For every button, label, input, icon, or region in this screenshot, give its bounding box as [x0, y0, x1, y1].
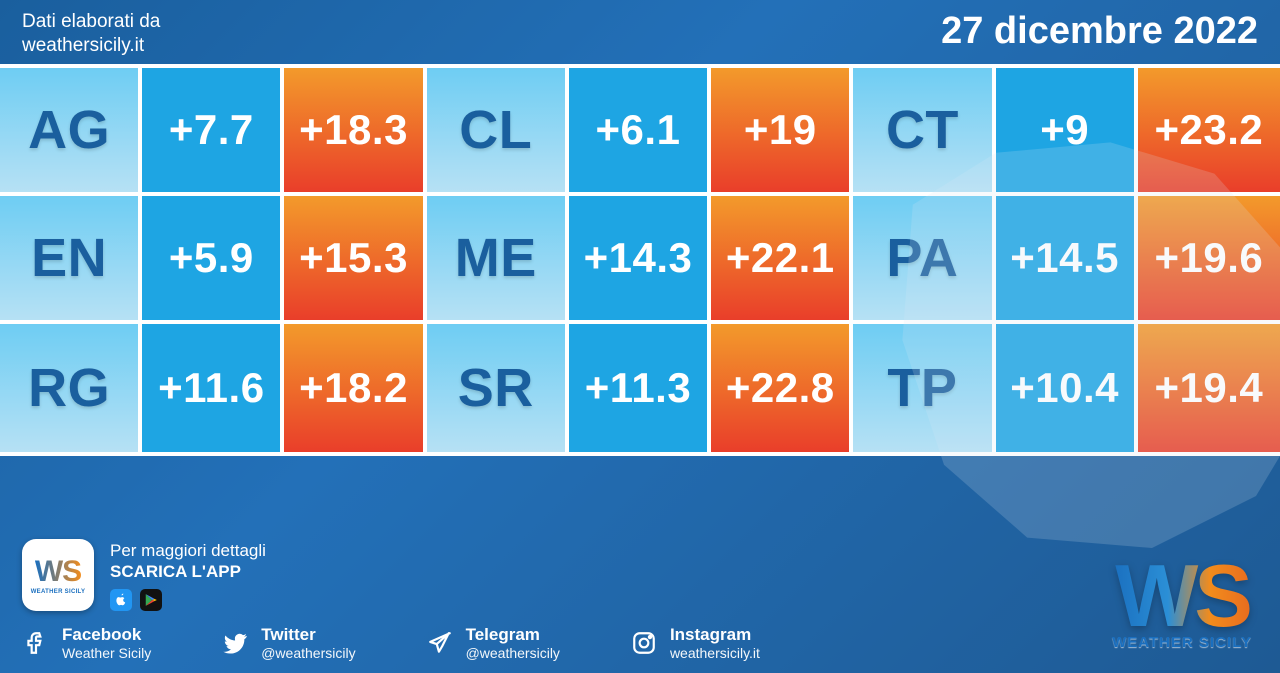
grid-row: AG+7.7+18.3CL+6.1+19CT+9+23.2 [0, 68, 1280, 196]
social-text: Twitter @weathersicily [261, 625, 355, 661]
temp-max: +18.3 [284, 68, 426, 192]
store-badges [110, 589, 266, 611]
social-text: Telegram @weathersicily [466, 625, 560, 661]
social-name: Instagram [670, 625, 760, 645]
temp-min: +14.5 [996, 196, 1138, 320]
credit-site: weathersicily.it [22, 34, 160, 58]
instagram-icon [630, 629, 658, 657]
province-code: CL [427, 68, 569, 192]
telegram-icon [426, 629, 454, 657]
app-logo: WS WEATHER SICILY [22, 539, 94, 611]
province-code: RG [0, 324, 142, 452]
app-line1: Per maggiori dettagli [110, 540, 266, 561]
social-name: Twitter [261, 625, 355, 645]
temp-min: +11.6 [142, 324, 284, 452]
province-code: SR [427, 324, 569, 452]
social-facebook[interactable]: Facebook Weather Sicily [22, 625, 151, 661]
province-code: ME [427, 196, 569, 320]
social-telegram[interactable]: Telegram @weathersicily [426, 625, 560, 661]
temp-min: +9 [996, 68, 1138, 192]
playstore-badge[interactable] [140, 589, 162, 611]
app-logo-text: WS [35, 555, 81, 589]
social-handle: Weather Sicily [62, 645, 151, 661]
temp-min: +10.4 [996, 324, 1138, 452]
province-code: AG [0, 68, 142, 192]
temp-min: +5.9 [142, 196, 284, 320]
social-name: Facebook [62, 625, 151, 645]
social-name: Telegram [466, 625, 560, 645]
facebook-icon [22, 629, 50, 657]
temp-max: +19.4 [1138, 324, 1280, 452]
social-text: Facebook Weather Sicily [62, 625, 151, 661]
header-credit: Dati elaborati da weathersicily.it [22, 10, 160, 58]
social-handle: @weathersicily [466, 645, 560, 661]
temp-max: +23.2 [1138, 68, 1280, 192]
temp-min: +14.3 [569, 196, 711, 320]
province-code: PA [853, 196, 995, 320]
province-code: TP [853, 324, 995, 452]
brand-logo-text: WS [1112, 559, 1252, 634]
temp-min: +7.7 [142, 68, 284, 192]
grid-row: EN+5.9+15.3ME+14.3+22.1PA+14.5+19.6 [0, 196, 1280, 324]
temp-max: +18.2 [284, 324, 426, 452]
brand-logo: WS WEATHER SICILY [1112, 559, 1252, 651]
footer: WS WEATHER SICILY Per maggiori dettagli … [0, 525, 1280, 673]
app-promo: WS WEATHER SICILY Per maggiori dettagli … [22, 539, 1258, 611]
temp-min: +6.1 [569, 68, 711, 192]
social-instagram[interactable]: Instagram weathersicily.it [630, 625, 760, 661]
header: Dati elaborati da weathersicily.it 27 di… [0, 0, 1280, 64]
province-code: CT [853, 68, 995, 192]
app-line2: SCARICA L'APP [110, 561, 266, 582]
temp-max: +19.6 [1138, 196, 1280, 320]
province-code: EN [0, 196, 142, 320]
temp-max: +15.3 [284, 196, 426, 320]
credit-line: Dati elaborati da [22, 10, 160, 34]
twitter-icon [221, 629, 249, 657]
social-links: Facebook Weather Sicily Twitter @weather… [22, 625, 1258, 661]
temp-max: +22.8 [711, 324, 853, 452]
app-promo-text: Per maggiori dettagli SCARICA L'APP [110, 540, 266, 611]
social-text: Instagram weathersicily.it [670, 625, 760, 661]
social-handle: weathersicily.it [670, 645, 760, 661]
temperature-grid: AG+7.7+18.3CL+6.1+19CT+9+23.2EN+5.9+15.3… [0, 64, 1280, 456]
social-handle: @weathersicily [261, 645, 355, 661]
temp-min: +11.3 [569, 324, 711, 452]
social-twitter[interactable]: Twitter @weathersicily [221, 625, 355, 661]
header-date: 27 dicembre 2022 [941, 10, 1258, 53]
app-logo-sub: WEATHER SICILY [31, 589, 86, 595]
temp-max: +19 [711, 68, 853, 192]
grid-row: RG+11.6+18.2SR+11.3+22.8TP+10.4+19.4 [0, 324, 1280, 452]
temp-max: +22.1 [711, 196, 853, 320]
appstore-badge[interactable] [110, 589, 132, 611]
